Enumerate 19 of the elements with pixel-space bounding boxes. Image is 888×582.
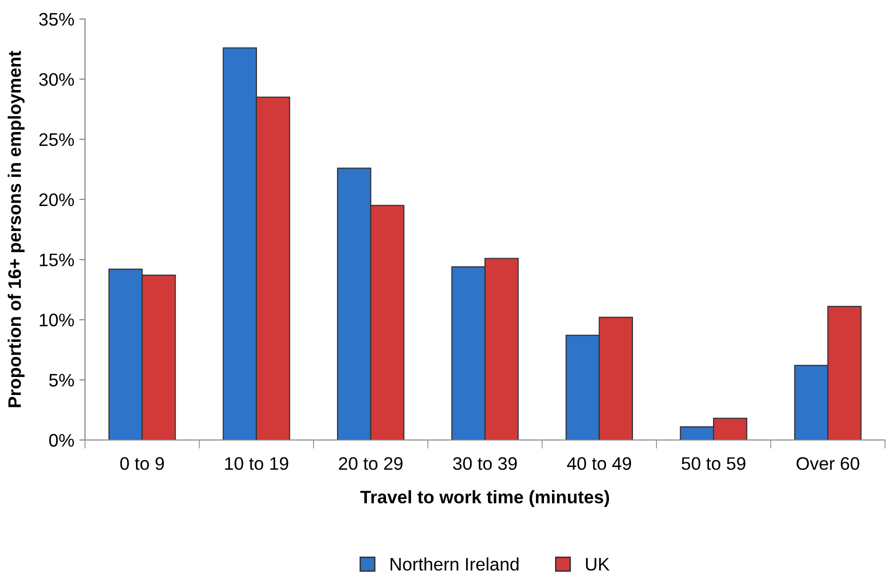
legend-label: UK <box>586 558 610 571</box>
y-tick-label: 35% <box>39 12 74 26</box>
x-tick-label: 0 to 9 <box>120 457 164 470</box>
y-tick-label: 10% <box>40 314 74 326</box>
y-tick-label: 30% <box>39 73 74 86</box>
x-tick-label: Over 60 <box>796 457 860 470</box>
y-tick-label: 5% <box>49 374 74 387</box>
y-tick-label: 0% <box>49 434 74 447</box>
x-tick-label: 10 to 19 <box>225 457 288 470</box>
legend-label: Northern Ireland <box>390 557 518 571</box>
y-tick-label: 20% <box>39 193 74 206</box>
x-tick-label: 30 to 39 <box>453 457 517 470</box>
y-tick-label: 15% <box>40 254 74 266</box>
x-tick-label: 20 to 29 <box>338 457 402 470</box>
x-tick-label: 50 to 59 <box>682 457 746 470</box>
y-axis-title: Proportion of 16+ persons in employment <box>8 50 25 408</box>
x-axis-title: Travel to work time (minutes) <box>360 490 610 507</box>
x-tick-label: 40 to 49 <box>567 457 632 470</box>
y-tick-label: 25% <box>39 133 74 146</box>
